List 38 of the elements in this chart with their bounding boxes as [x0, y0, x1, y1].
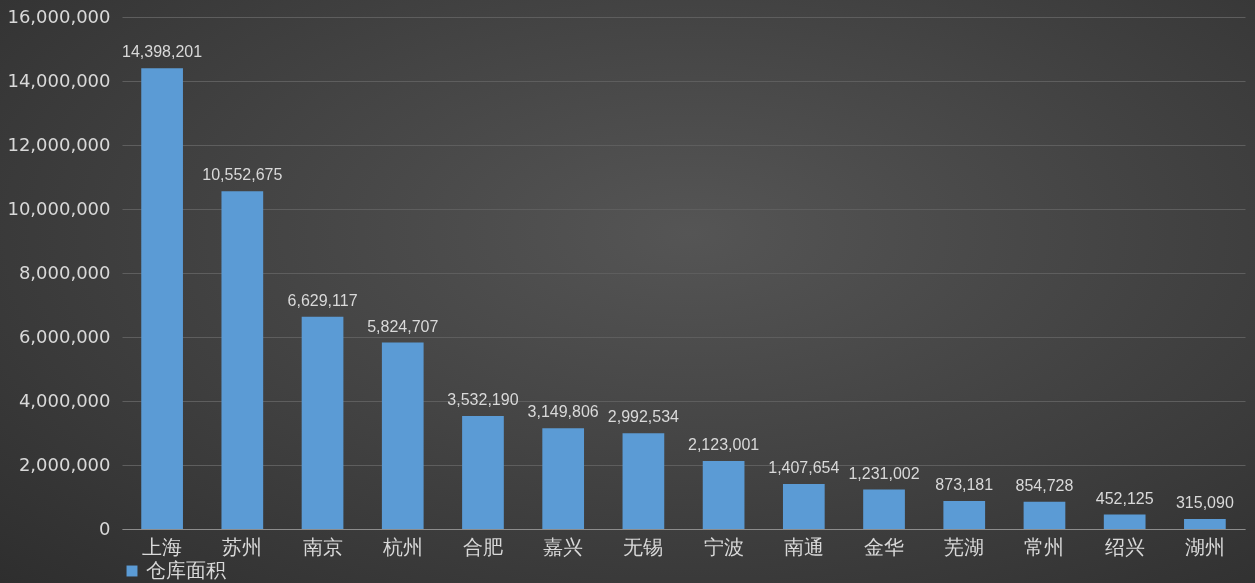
text: 452,125: [1095, 489, 1154, 507]
x-tick-label: 南通: [783, 534, 824, 559]
text: 854,728: [1015, 476, 1074, 494]
x-tick-label: 嘉兴: [543, 534, 584, 559]
x-tick-label: 苏州: [222, 534, 263, 559]
y-tick-label: 2,000,000: [18, 453, 111, 475]
text: 1,407,654: [768, 458, 840, 476]
text: 5,824,707: [367, 317, 439, 335]
x-tick-label: 湖州: [1184, 534, 1225, 559]
x-tick-label: 杭州: [381, 534, 423, 559]
text: 1,231,002: [848, 464, 920, 482]
text: 6,629,117: [287, 291, 358, 309]
y-tick-label: 10,000,000: [7, 197, 111, 219]
x-tick-label: 常州: [1024, 534, 1065, 559]
x-tick-label: 绍兴: [1104, 534, 1145, 559]
text: 14,398,201: [122, 43, 203, 61]
text: 3,532,190: [447, 390, 519, 408]
text: 2,123,001: [688, 436, 760, 454]
x-tick-label: 金华: [864, 534, 905, 559]
x-tick-label: 南京: [302, 534, 343, 559]
text: 10,552,675: [202, 166, 283, 184]
x-tick-label: 芜湖: [944, 534, 985, 559]
y-tick-label: 12,000,000: [7, 133, 111, 155]
x-tick-label: 无锡: [623, 534, 664, 559]
x-tick-label: 上海: [142, 534, 183, 559]
y-tick-label: 6,000,000: [18, 325, 111, 347]
y-tick-label: 8,000,000: [18, 261, 111, 283]
text: 3,149,806: [527, 403, 599, 421]
x-tick-label: 合肥: [462, 534, 503, 559]
text: 873,181: [935, 476, 994, 494]
y-tick-label: 0: [99, 517, 111, 539]
y-tick-label: 4,000,000: [18, 389, 111, 411]
text: 315,090: [1175, 493, 1234, 511]
y-tick-label: 16,000,000: [7, 5, 111, 27]
legend-label: 仓库面积: [146, 558, 226, 582]
y-tick-label: 14,000,000: [7, 69, 111, 91]
text: 2,992,534: [607, 408, 679, 426]
x-tick-label: 宁波: [703, 534, 744, 559]
